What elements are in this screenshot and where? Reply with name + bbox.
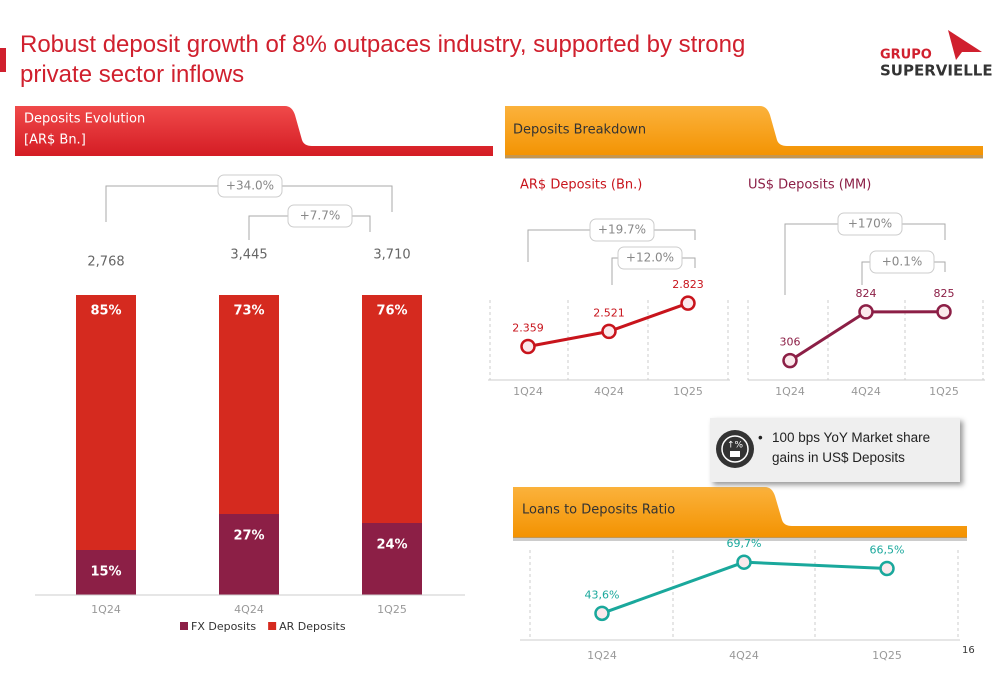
bar-segment — [362, 295, 422, 523]
annotation: +7.7% — [300, 209, 341, 223]
data-label: 824 — [856, 287, 877, 300]
chart-subtitle: [AR$ Bn.] — [24, 133, 86, 148]
annotation-box — [837, 212, 903, 236]
total-label: 3,710 — [373, 248, 410, 263]
x-tick-label: 1Q25 — [872, 649, 902, 662]
point — [936, 304, 952, 320]
annotation: +0.1% — [882, 255, 923, 269]
bar-segment — [219, 295, 279, 514]
data-label: 24% — [376, 538, 407, 553]
point — [782, 352, 798, 369]
data-label: 306 — [780, 336, 801, 349]
annotation-box — [217, 174, 283, 198]
logo-text: GRUPO — [880, 48, 932, 63]
annotation: +34.0% — [226, 179, 274, 193]
logo-mark — [948, 30, 982, 60]
annotation-box — [589, 218, 655, 242]
callout: ↑% 100 bps YoY Market share gains in US$… — [710, 418, 960, 482]
callout-icon: ↑% — [716, 430, 754, 468]
point — [736, 554, 752, 570]
x-tick-label: 1Q24 — [513, 385, 543, 398]
legend-label: AR Deposits — [279, 620, 346, 633]
annotation: +170% — [848, 217, 892, 231]
data-label: 43,6% — [585, 588, 620, 601]
section-banner — [505, 106, 983, 158]
legend-swatch — [268, 622, 277, 630]
data-label: 85% — [90, 304, 121, 319]
x-tick-label: 1Q25 — [377, 603, 407, 616]
point — [594, 605, 610, 622]
data-label: 15% — [90, 565, 121, 580]
x-tick-label: 4Q24 — [851, 385, 881, 398]
x-tick-label: 4Q24 — [234, 603, 264, 616]
x-tick-label: 1Q24 — [775, 385, 805, 398]
data-label: 76% — [376, 304, 407, 319]
section-banner — [15, 106, 493, 156]
legend-label: FX Deposits — [191, 620, 256, 633]
annotation: +19.7% — [598, 223, 646, 237]
banner-shadow — [513, 537, 967, 541]
data-label: 66,5% — [870, 543, 905, 556]
chart-title: US$ Deposits (MM) — [748, 178, 871, 193]
data-label: 2.823 — [672, 278, 704, 291]
data-label: 2.521 — [593, 306, 625, 319]
bar-segment — [76, 295, 136, 550]
callout-text: 100 bps YoY Market share gains in US$ De… — [758, 428, 952, 468]
data-label: 69,7% — [727, 537, 762, 550]
point — [858, 304, 874, 320]
banner-shadow — [505, 155, 983, 159]
point — [879, 560, 895, 577]
data-label: 73% — [233, 304, 264, 319]
total-label: 2,768 — [87, 255, 124, 270]
chart-title: AR$ Deposits (Bn.) — [520, 178, 642, 193]
x-tick-label: 1Q25 — [929, 385, 959, 398]
bar-segment — [76, 550, 136, 595]
legend-swatch — [180, 622, 188, 630]
x-tick-label: 4Q24 — [594, 385, 624, 398]
title-marker — [0, 48, 6, 72]
section-title: Deposits Breakdown — [513, 123, 646, 138]
annotation-box — [617, 246, 683, 270]
x-tick-label: 1Q25 — [673, 385, 703, 398]
logo-text: SUPERVIELLE — [880, 62, 993, 80]
data-label: 825 — [934, 287, 955, 300]
total-label: 3,445 — [230, 248, 267, 263]
point — [680, 295, 696, 311]
x-tick-label: 1Q24 — [91, 603, 121, 616]
annotation-box — [287, 204, 353, 228]
x-tick-label: 4Q24 — [729, 649, 759, 662]
annotation: +12.0% — [626, 251, 674, 265]
slide-title: Robust deposit growth of 8% outpaces ind… — [20, 31, 746, 88]
bar-segment — [219, 514, 279, 595]
annotation-box — [869, 250, 935, 274]
data-label: 2.359 — [512, 321, 544, 334]
section-banner — [513, 487, 967, 538]
chart-title: Deposits Evolution — [24, 112, 145, 127]
point — [520, 338, 536, 355]
page-number: 16 — [962, 645, 975, 656]
x-tick-label: 1Q24 — [587, 649, 617, 662]
bar-segment — [362, 523, 422, 595]
data-label: 27% — [233, 529, 264, 544]
chart-title: Loans to Deposits Ratio — [522, 503, 675, 518]
svg-text:↑%: ↑% — [727, 441, 744, 451]
point — [601, 323, 617, 340]
